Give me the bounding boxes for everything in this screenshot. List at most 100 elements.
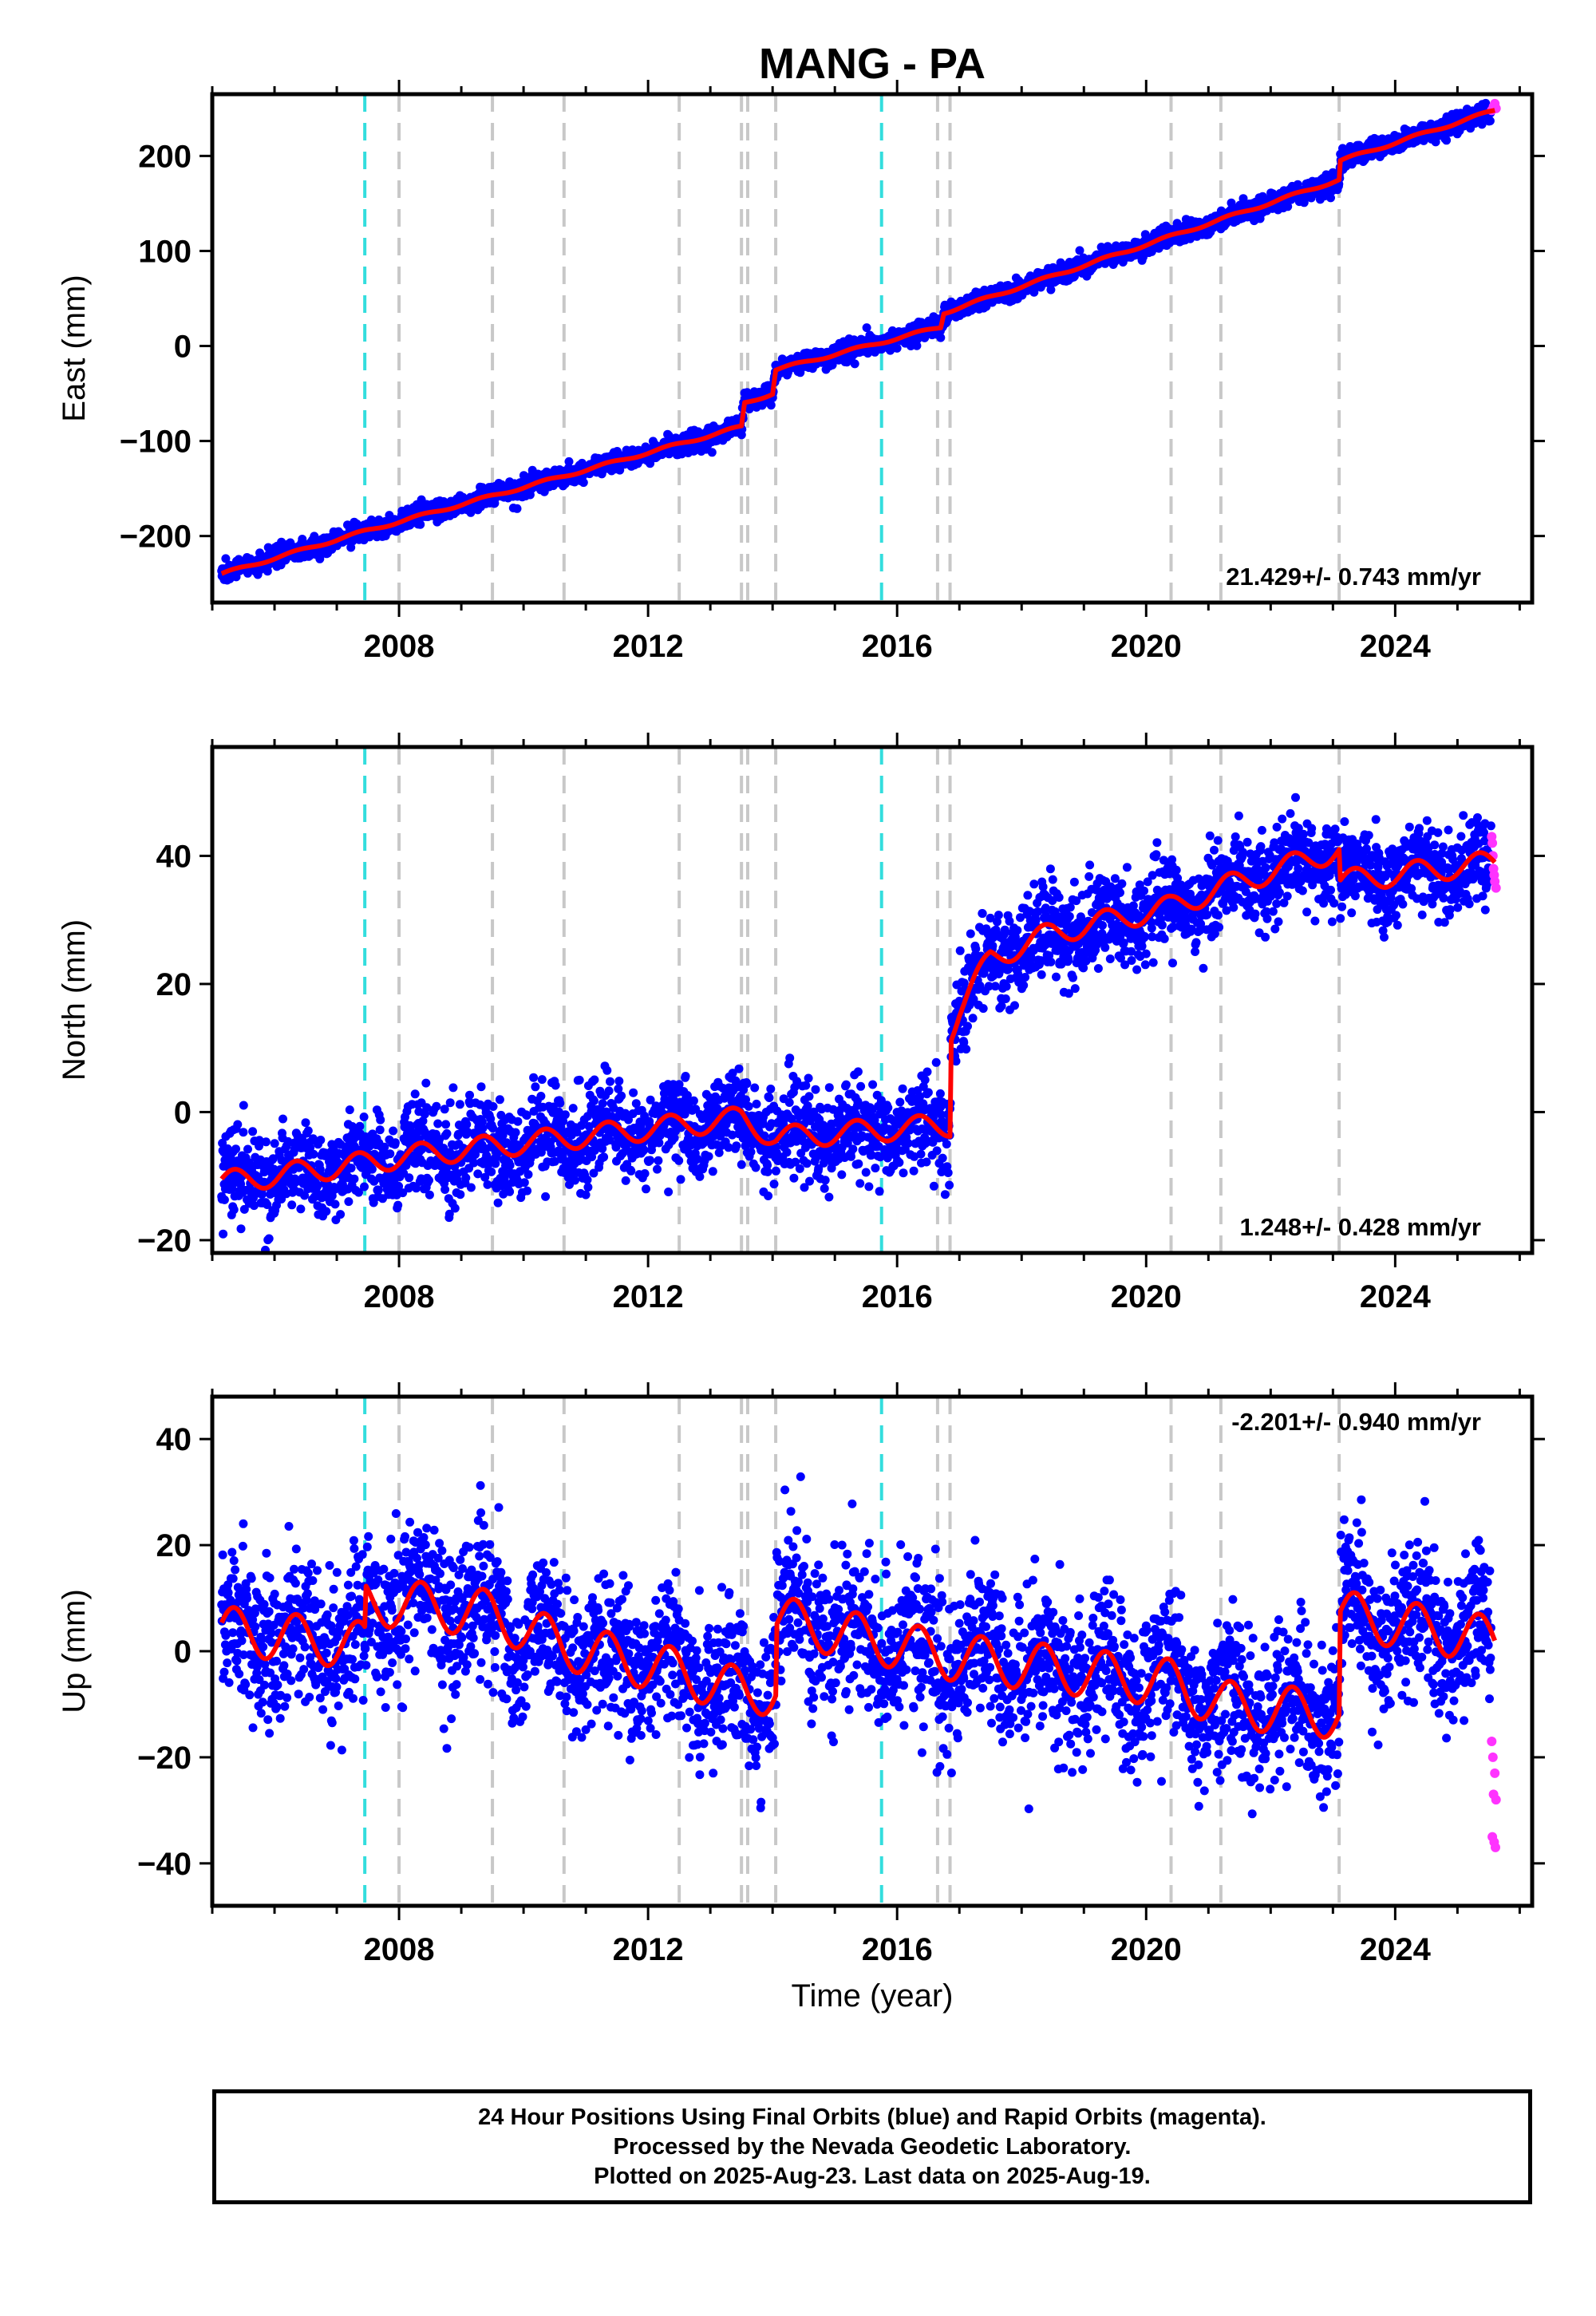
final-orbit-point: [1046, 285, 1056, 294]
final-orbit-point: [551, 1081, 560, 1090]
final-orbit-point: [263, 567, 272, 576]
final-orbit-point: [239, 1128, 248, 1137]
final-orbit-point: [598, 1099, 607, 1109]
final-orbit-point: [495, 1095, 504, 1105]
final-orbit-point: [231, 1144, 240, 1154]
y-tick-label: −100: [120, 425, 192, 460]
final-orbit-point: [555, 1098, 565, 1108]
final-orbit-point: [478, 1124, 488, 1133]
final-orbit-point: [296, 1204, 306, 1214]
final-orbit-point: [421, 1078, 431, 1088]
final-orbit-point: [236, 1224, 246, 1234]
final-orbit-point: [707, 448, 717, 457]
x-tick-label: 2024: [1360, 629, 1432, 664]
final-orbit-point: [336, 1210, 346, 1219]
final-orbit-point: [617, 1091, 626, 1101]
final-orbit-point: [376, 1115, 385, 1124]
final-orbit-point: [355, 1121, 365, 1131]
final-orbit-point: [287, 1200, 297, 1210]
final-orbit-point: [568, 1104, 578, 1113]
final-orbit-point: [744, 1101, 753, 1111]
final-orbit-point: [248, 1127, 258, 1136]
final-orbit-point: [405, 1173, 414, 1183]
final-orbit-point: [764, 1093, 774, 1102]
final-orbit-points: [217, 98, 1495, 585]
final-orbit-point: [629, 1088, 638, 1097]
final-orbit-point: [604, 1086, 614, 1096]
final-orbit-point: [432, 1101, 441, 1111]
final-orbit-point: [442, 1128, 452, 1138]
final-orbit-point: [519, 1178, 529, 1188]
final-orbit-point: [541, 1192, 551, 1201]
final-orbit-point: [345, 1105, 354, 1115]
final-orbit-point: [448, 1083, 458, 1093]
final-orbit-point: [279, 1114, 287, 1124]
y-tick-label: −200: [120, 520, 192, 555]
final-orbit-point: [621, 1176, 630, 1185]
final-orbit-point: [674, 1156, 684, 1165]
x-tick-label: 2012: [613, 629, 684, 664]
final-orbit-point: [239, 1101, 248, 1110]
final-orbit-point: [529, 1073, 539, 1082]
final-orbit-point: [505, 1187, 515, 1196]
final-orbit-point: [564, 456, 574, 466]
final-orbit-point: [653, 1164, 662, 1174]
final-orbit-point: [385, 1149, 395, 1159]
final-orbit-point: [455, 1100, 464, 1109]
final-orbit-point: [416, 520, 425, 529]
final-orbit-point: [531, 1082, 540, 1092]
final-orbit-point: [301, 1118, 310, 1128]
final-orbit-point: [445, 1098, 455, 1108]
final-orbit-point: [303, 1126, 313, 1136]
final-orbit-point: [1485, 117, 1495, 125]
final-orbit-point: [734, 1064, 744, 1073]
final-orbit-point: [575, 1075, 584, 1085]
final-orbit-point: [642, 1184, 650, 1194]
final-orbit-point: [771, 1166, 780, 1176]
final-orbit-point: [583, 1183, 593, 1192]
final-orbit-point: [389, 1126, 398, 1136]
final-orbit-point: [360, 1182, 369, 1192]
final-orbit-point: [316, 1136, 326, 1144]
final-orbit-point: [322, 1207, 331, 1216]
final-orbit-point: [330, 1199, 340, 1209]
y-tick-label: 100: [138, 234, 192, 269]
final-orbit-point: [828, 360, 837, 370]
final-orbit-point: [766, 1085, 776, 1093]
final-orbit-point: [769, 1180, 779, 1189]
final-orbit-point: [513, 1117, 523, 1126]
final-orbit-point: [704, 1152, 713, 1161]
final-orbit-point: [766, 401, 776, 410]
final-orbit-point: [221, 554, 231, 563]
final-orbit-point: [599, 1152, 609, 1162]
final-orbit-point: [606, 1077, 614, 1086]
final-orbit-point: [742, 1079, 752, 1089]
final-orbit-point: [511, 1128, 520, 1137]
final-orbit-point: [465, 1090, 474, 1100]
final-orbit-point: [309, 1149, 318, 1159]
final-orbit-point: [689, 1096, 698, 1105]
final-orbit-point: [936, 333, 946, 342]
final-orbit-point: [440, 1185, 450, 1194]
final-orbit-point: [456, 1190, 465, 1199]
final-orbit-point: [233, 1120, 243, 1129]
final-orbit-point: [571, 1176, 579, 1185]
final-orbit-point: [1075, 246, 1084, 255]
final-orbit-point: [523, 1170, 533, 1180]
y-tick-label: 0: [174, 330, 192, 365]
chart-title: MANG - PA: [759, 40, 986, 88]
final-orbit-point: [626, 1166, 636, 1176]
final-orbit-point: [270, 1139, 279, 1148]
final-orbit-point: [737, 1160, 746, 1169]
x-tick-label: 2016: [862, 629, 933, 664]
final-orbit-point: [433, 1119, 443, 1128]
final-orbit-point: [763, 1167, 772, 1176]
final-orbit-point: [664, 1188, 674, 1196]
final-orbit-point: [639, 1145, 649, 1155]
final-orbit-point: [219, 1195, 229, 1204]
final-orbit-point: [654, 1138, 664, 1148]
final-orbit-point: [912, 341, 922, 350]
